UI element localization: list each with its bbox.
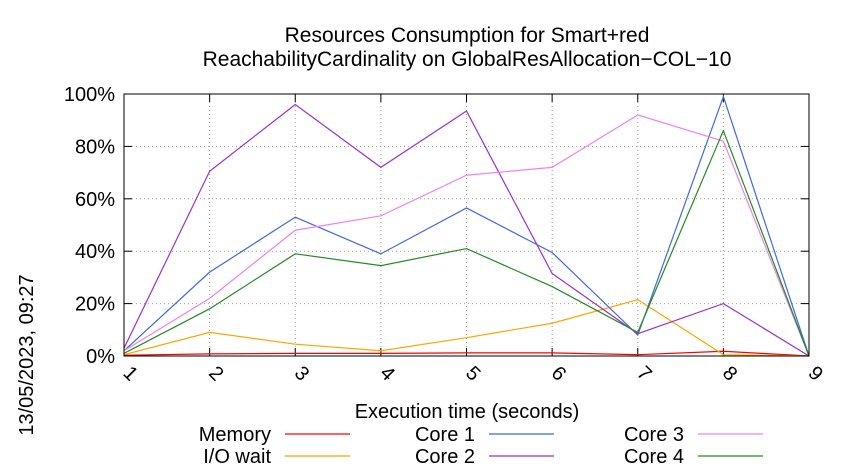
chart-title-line1: Resources Consumption for Smart+red: [285, 24, 650, 47]
chart-title-line2: ReachabilityCardinality on GlobalResAllo…: [203, 48, 732, 71]
series-lines: [123, 94, 810, 357]
x-tick-label: 4: [375, 362, 398, 385]
legend-label-core-3: Core 3: [624, 424, 684, 446]
series-line-i-o-wait: [123, 299, 810, 357]
legend-label-i-o-wait: I/O wait: [203, 446, 271, 468]
x-tick-label: 6: [547, 362, 570, 385]
x-tick-label: 7: [632, 362, 655, 385]
legend-label-core-2: Core 2: [415, 446, 475, 468]
legend-label-core-4: Core 4: [624, 446, 684, 468]
x-tick-label: 2: [204, 362, 227, 385]
series-line-core-3: [123, 114, 810, 357]
x-tick-label: 5: [461, 362, 484, 385]
y-tick-label: 0%: [86, 346, 115, 368]
series-line-core-4: [123, 129, 810, 357]
y-tick-label: 20%: [75, 294, 115, 316]
y-tick-label: 100%: [64, 84, 115, 106]
y-tick-label: 40%: [75, 241, 115, 263]
legend-label-core-1: Core 1: [415, 424, 475, 446]
series-line-core-2: [123, 103, 810, 357]
y-axis: 0% 20% 40% 60% 80% 100%: [64, 84, 809, 368]
grid-lines: [124, 94, 809, 356]
legend-label-memory: Memory: [199, 424, 271, 446]
timestamp-label: 13/05/2023, 09:27: [16, 274, 38, 435]
y-tick-label: 60%: [75, 189, 115, 211]
x-tick-label: 9: [804, 362, 827, 385]
x-tick-label: 1: [119, 362, 142, 385]
series-line-memory: [123, 350, 810, 357]
x-tick-label: 3: [290, 362, 313, 385]
x-tick-label: 8: [718, 362, 741, 385]
plot-frame: [123, 93, 810, 357]
y-tick-label: 80%: [75, 136, 115, 158]
x-axis-label: Execution time (seconds): [355, 401, 580, 423]
series-line-core-1: [123, 94, 810, 357]
